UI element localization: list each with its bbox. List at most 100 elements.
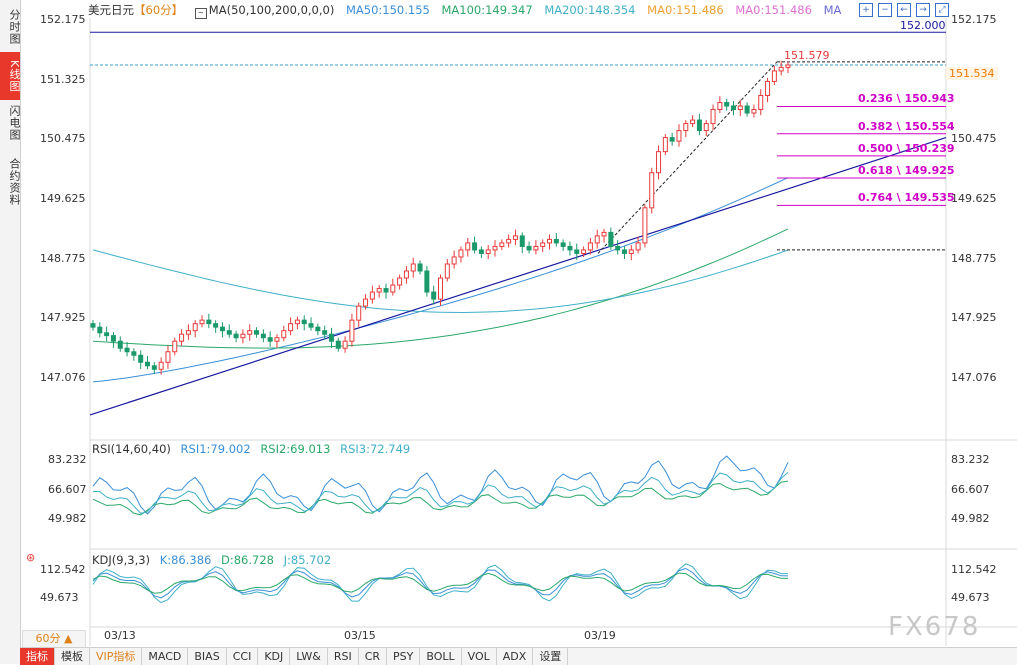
minus-icon[interactable]: − bbox=[878, 3, 892, 17]
rail-kline[interactable]: K线图 bbox=[0, 52, 21, 100]
price-tick-left: 150.475 bbox=[40, 132, 86, 146]
price-tick-right: 150.475 bbox=[951, 132, 997, 146]
candle-body bbox=[676, 130, 682, 142]
ma50-line bbox=[92, 177, 789, 383]
tab-boll[interactable]: BOLL bbox=[420, 648, 462, 665]
candle-body bbox=[465, 242, 471, 251]
kdj-tick-left: 112.542 bbox=[40, 563, 86, 576]
period-selector[interactable]: 60分 ▲ bbox=[22, 630, 86, 648]
tab-rsi[interactable]: RSI bbox=[328, 648, 359, 665]
tab-settings[interactable]: 设置 bbox=[533, 648, 569, 665]
kdj-tick-right: 49.673 bbox=[951, 591, 990, 604]
date-label-1: 03/15 bbox=[344, 629, 376, 642]
rsi-tick-right: 49.982 bbox=[951, 512, 990, 525]
kdj-k-line bbox=[92, 567, 789, 599]
candle-body bbox=[635, 242, 641, 251]
fullscreen-icon[interactable]: ⤢ bbox=[935, 3, 949, 17]
candle-body bbox=[785, 64, 791, 68]
tab-templates[interactable]: 模板 bbox=[55, 648, 90, 665]
rail-intraday[interactable]: 分时图 bbox=[8, 9, 21, 45]
tab-adx[interactable]: ADX bbox=[497, 648, 534, 665]
rail-flash[interactable]: 闪电图 bbox=[8, 105, 21, 141]
plus-icon[interactable]: + bbox=[859, 3, 873, 17]
rsi-tick-left: 83.232 bbox=[48, 453, 87, 466]
tab-bias[interactable]: BIAS bbox=[188, 648, 227, 665]
rsi-tick-left: 49.982 bbox=[48, 512, 87, 525]
candle-body bbox=[104, 332, 110, 337]
candle-body bbox=[771, 70, 777, 82]
candle-body bbox=[151, 365, 157, 370]
ma-indicator-label[interactable]: ~ MA(50,100,200,0,0,0) bbox=[194, 3, 334, 19]
ma-tail: MA bbox=[823, 3, 842, 17]
candle-body bbox=[621, 249, 627, 254]
indicator-settings-icon[interactable]: ⊛ bbox=[26, 551, 36, 564]
candle-body bbox=[458, 249, 464, 258]
price-tick-left: 147.925 bbox=[40, 311, 86, 325]
kdj-d-line bbox=[92, 572, 789, 594]
candle-body bbox=[267, 337, 273, 342]
candle-body bbox=[254, 330, 260, 335]
candle-body bbox=[424, 270, 430, 293]
candle-body bbox=[349, 319, 355, 342]
rsi-title[interactable]: RSI(14,60,40) bbox=[92, 442, 171, 456]
candle-body bbox=[240, 333, 246, 339]
candle-body bbox=[485, 249, 491, 254]
candle-body bbox=[444, 263, 450, 279]
tab-vip-indicators[interactable]: VIP指标 bbox=[90, 648, 143, 665]
bottom-toolbar: 指标 模板 VIP指标 MACD BIAS CCI KDJ LW& RSI CR PSY BOLL VO… bbox=[20, 647, 1017, 665]
candle-body bbox=[587, 242, 593, 251]
rsi2-line bbox=[92, 480, 789, 516]
tab-lw[interactable]: LW& bbox=[290, 648, 328, 665]
candle-body bbox=[540, 242, 546, 247]
fib-label-2: 0.500 \ 150.239 bbox=[858, 141, 955, 155]
rail-contract[interactable]: 合约资料 bbox=[8, 158, 21, 206]
candle-body bbox=[662, 137, 668, 153]
candle-body bbox=[281, 330, 287, 339]
candle-body bbox=[110, 335, 116, 342]
candle-body bbox=[145, 361, 151, 367]
tab-psy[interactable]: PSY bbox=[387, 648, 421, 665]
candle-body bbox=[192, 323, 198, 332]
candle-body bbox=[410, 263, 416, 272]
tab-cci[interactable]: CCI bbox=[227, 648, 259, 665]
candle-body bbox=[438, 277, 443, 300]
rsi1-value: RSI1:79.002 bbox=[180, 442, 251, 456]
tab-vol[interactable]: VOL bbox=[462, 648, 497, 665]
kdj-k-value: K:86.386 bbox=[159, 553, 212, 567]
candle-body bbox=[601, 231, 607, 237]
candle-body bbox=[778, 66, 784, 72]
candle-body bbox=[553, 238, 559, 244]
tab-kdj[interactable]: KDJ bbox=[258, 648, 291, 665]
tab-macd[interactable]: MACD bbox=[142, 648, 189, 665]
candle-body bbox=[506, 238, 512, 244]
candle-body bbox=[608, 231, 614, 247]
kdj-title[interactable]: KDJ(9,3,3) bbox=[92, 553, 151, 567]
candle-body bbox=[97, 326, 103, 334]
symbol-label: 美元日元 bbox=[88, 3, 134, 17]
kdj-j-line bbox=[92, 563, 788, 604]
candle-body bbox=[683, 123, 689, 132]
candle-body bbox=[744, 105, 750, 114]
left-arrow-icon[interactable]: ← bbox=[897, 3, 911, 17]
price-tick-left: 149.625 bbox=[40, 192, 86, 206]
candle-body bbox=[431, 291, 437, 300]
candle-body bbox=[758, 94, 764, 111]
date-label-0: 03/13 bbox=[104, 629, 136, 642]
candle-body bbox=[696, 119, 702, 132]
ma0-value-b: MA0:151.486 bbox=[735, 3, 812, 17]
ma50-value: MA50:150.155 bbox=[345, 3, 430, 17]
candle-body bbox=[594, 235, 600, 244]
candle-body bbox=[131, 351, 137, 356]
price-tick-left: 151.325 bbox=[40, 72, 86, 86]
candle-body bbox=[383, 288, 389, 293]
tab-cr[interactable]: CR bbox=[359, 648, 388, 665]
right-arrow-icon[interactable]: → bbox=[916, 3, 930, 17]
rsi2-value: RSI2:69.013 bbox=[260, 442, 331, 456]
chart-header: 美元日元【60分】 ~ MA(50,100,200,0,0,0) MA50:150… bbox=[88, 2, 849, 19]
candle-body bbox=[90, 323, 96, 328]
rsi3-value: RSI3:72.749 bbox=[340, 442, 411, 456]
tab-indicators[interactable]: 指标 bbox=[20, 648, 55, 665]
rsi-tick-right: 83.232 bbox=[951, 453, 990, 466]
price-tick-right: 147.076 bbox=[951, 371, 997, 384]
